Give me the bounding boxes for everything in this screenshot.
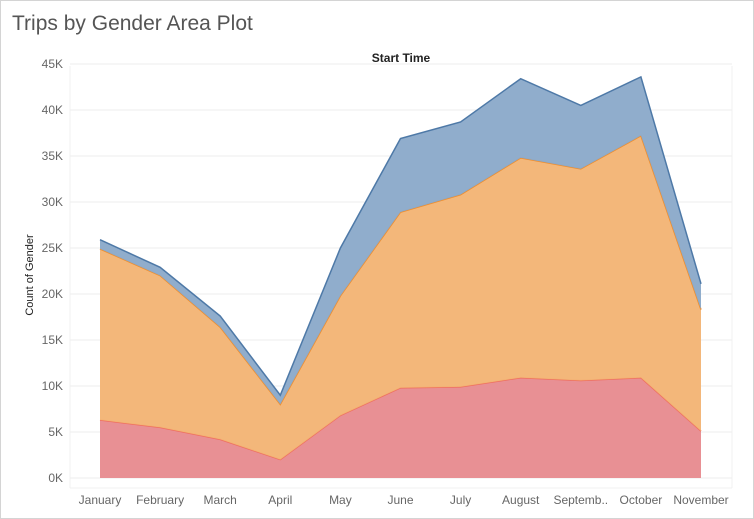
y-tick-label: 25K xyxy=(42,241,63,255)
y-tick-label: 15K xyxy=(42,333,63,347)
x-axis-ticks: January February March April May June July Augu… xyxy=(79,493,729,507)
y-tick-label: 20K xyxy=(42,287,63,301)
x-tick-label: May xyxy=(329,493,352,507)
chart-title: Trips by Gender Area Plot xyxy=(12,12,253,35)
x-tick-label: November xyxy=(673,493,728,507)
y-tick-label: 0K xyxy=(48,471,63,485)
x-tick-label: February xyxy=(136,493,184,507)
area-series-3-line xyxy=(99,75,702,397)
y-axis-ticks: 0K 5K 10K 15K 20K 25K 30K 35K 40K 45K xyxy=(42,57,63,485)
y-tick-label: 35K xyxy=(42,149,63,163)
y-axis-title: Count of Gender xyxy=(24,234,36,316)
column-header: Start Time xyxy=(372,51,431,65)
x-tick-label: October xyxy=(620,493,663,507)
y-tick-label: 30K xyxy=(42,195,63,209)
x-tick-label: August xyxy=(502,493,540,507)
area-series-3[interactable] xyxy=(100,76,701,405)
x-tick-label: July xyxy=(450,493,471,507)
x-tick-label: April xyxy=(268,493,292,507)
x-tick-label: March xyxy=(204,493,237,507)
x-tick-label: June xyxy=(387,493,413,507)
y-tick-label: 40K xyxy=(42,103,63,117)
y-tick-label: 5K xyxy=(48,425,63,439)
y-tick-label: 10K xyxy=(42,379,63,393)
areas xyxy=(99,75,702,478)
x-tick-label: Septemb.. xyxy=(553,493,608,507)
area-series-2[interactable] xyxy=(100,135,701,460)
y-tick-label: 45K xyxy=(42,57,63,71)
area-series-1[interactable] xyxy=(100,377,701,478)
x-tick-label: January xyxy=(79,493,122,507)
